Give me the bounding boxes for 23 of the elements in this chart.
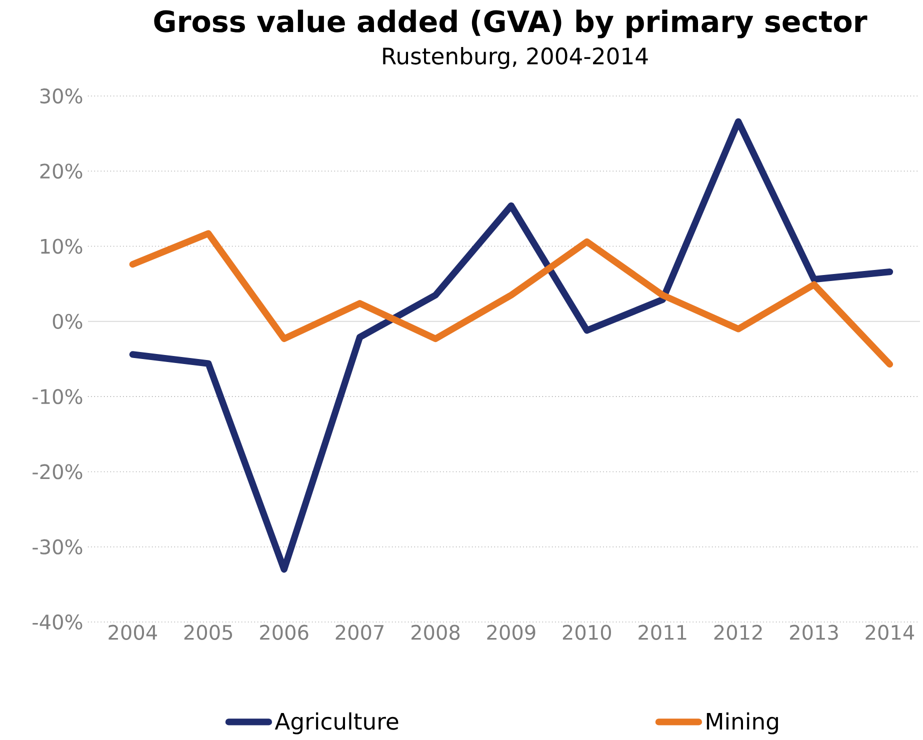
x-tick-label: 2014	[866, 624, 914, 640]
x-tick-label: 2010	[562, 624, 612, 640]
y-tick-label: -10%	[32, 389, 82, 404]
legend-label: Agriculture	[274, 712, 398, 734]
x-tick-label: 2013	[790, 624, 838, 640]
y-tick-label: -20%	[32, 464, 82, 480]
chart-subtitle: Rustenburg, 2004-2014	[383, 47, 648, 69]
x-tick-label: 2004	[108, 624, 157, 640]
chart-title: Gross value added (GVA) by primary sector	[154, 10, 868, 38]
legend-label: Mining	[706, 712, 778, 734]
y-tick-label: 0%	[52, 314, 82, 329]
x-tick-label: 2008	[412, 624, 460, 640]
x-tick-label: 2012	[714, 624, 762, 640]
y-tick-label: -40%	[32, 614, 82, 630]
x-tick-label: 2005	[184, 624, 232, 640]
x-tick-label: 2011	[638, 624, 686, 640]
y-tick-label: 10%	[41, 238, 82, 254]
y-tick-label: 20%	[40, 164, 82, 179]
x-tick-label: 2006	[260, 624, 308, 640]
y-tick-label: -30%	[32, 539, 82, 554]
y-tick-label: 30%	[40, 88, 82, 104]
x-tick-label: 2007	[336, 624, 384, 640]
x-tick-label: 2009	[487, 624, 536, 640]
